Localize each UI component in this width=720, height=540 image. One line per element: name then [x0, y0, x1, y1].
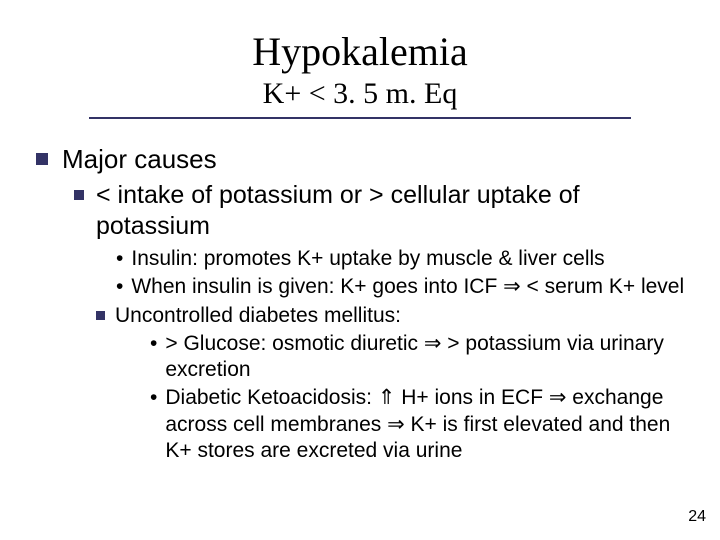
bullet-text: < intake of potassium or > cellular upta… [96, 180, 690, 243]
slide-title: Hypokalemia [30, 28, 690, 75]
square-bullet-icon [74, 190, 84, 200]
dot-bullet-icon: • [150, 331, 157, 357]
square-bullet-icon [96, 311, 105, 320]
dot-bullet-icon: • [116, 274, 123, 300]
dot-bullet-icon: • [150, 385, 157, 411]
bullet-level3: • Insulin: promotes K+ uptake by muscle … [116, 246, 690, 272]
dot-bullet-icon: • [116, 246, 123, 272]
bullet-level4: • Diabetic Ketoacidosis: ⇑ H+ ions in EC… [150, 385, 690, 464]
slide-subtitle: K+ < 3. 5 m. Eq [30, 77, 690, 111]
square-bullet-icon [36, 153, 48, 165]
bullet-level2: Uncontrolled diabetes mellitus: [96, 303, 690, 329]
bullet-level4: • > Glucose: osmotic diuretic ⇒ > potass… [150, 331, 690, 384]
bullet-text: Diabetic Ketoacidosis: ⇑ H+ ions in ECF … [165, 385, 690, 464]
bullet-text: Uncontrolled diabetes mellitus: [115, 303, 401, 329]
page-number: 24 [688, 508, 706, 526]
bullet-text: > Glucose: osmotic diuretic ⇒ > potassiu… [165, 331, 690, 384]
bullet-level3: • When insulin is given: K+ goes into IC… [116, 274, 690, 300]
slide-container: Hypokalemia K+ < 3. 5 m. Eq Major causes… [0, 0, 720, 540]
bullet-level2: < intake of potassium or > cellular upta… [74, 180, 690, 243]
bullet-level1: Major causes [36, 143, 690, 176]
bullet-text: Major causes [62, 143, 217, 176]
bullet-text: When insulin is given: K+ goes into ICF … [131, 274, 684, 300]
title-underline [89, 117, 630, 119]
bullet-text: Insulin: promotes K+ uptake by muscle & … [131, 246, 604, 272]
